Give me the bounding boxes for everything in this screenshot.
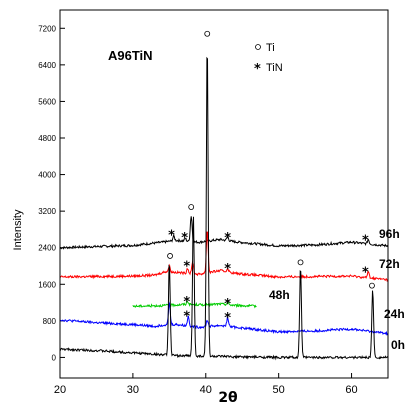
x-tick-label: 20 [54, 384, 66, 396]
peak-annotations: * * * ** * ** ** * [167, 30, 375, 326]
y-tick-label: 1600 [38, 280, 56, 289]
series-layer [59, 56, 389, 361]
y-tick-label: 5600 [38, 97, 56, 106]
x-tick-label: 60 [345, 384, 357, 396]
series-line-24h [59, 301, 389, 336]
series-line-0h [59, 56, 389, 361]
y-tick-label: 4800 [38, 134, 56, 143]
tin-peak-marker: * [168, 229, 175, 244]
series-line-96h [59, 216, 389, 250]
series-labels: 96h 72h 48h 24h 0h [269, 227, 405, 352]
tin-peak-marker: * [224, 231, 231, 246]
y-tick-label: 2400 [38, 244, 56, 253]
tin-peak-marker: * [224, 297, 231, 312]
ti-peak-marker [188, 204, 195, 210]
tin-peak-marker: * [183, 310, 190, 325]
y-tick-label: 7200 [38, 24, 56, 33]
tin-peak-marker: * [181, 231, 188, 246]
tin-peak-marker: * [183, 259, 190, 274]
tin-peak-marker: * [224, 262, 231, 277]
series-label-72h: 72h [379, 257, 400, 271]
series-label-0h: 0h [391, 338, 405, 352]
chart-title: A96TiN [108, 48, 153, 63]
y-tick-label: 4000 [38, 171, 56, 180]
series-line-72h [59, 231, 389, 283]
tin-peak-marker: * [362, 233, 369, 248]
ti-peak-marker [369, 282, 375, 289]
tin-peak-marker: * [183, 295, 190, 310]
x-tick-label: 50 [273, 384, 285, 396]
legend-circle-icon [255, 44, 261, 50]
x-axis-label: 2θ [218, 390, 238, 406]
y-tick-label: 0 [52, 353, 57, 362]
y-axis-ticks: 0 800 1600 2400 3200 4000 4800 5600 6400 7200 [38, 24, 65, 362]
y-tick-label: 3200 [38, 207, 56, 216]
tin-peak-marker: * [224, 311, 231, 326]
legend-entry-ti: Ti [266, 42, 275, 54]
y-tick-label: 6400 [38, 61, 56, 70]
x-tick-label: 40 [200, 384, 212, 396]
legend-entry-tin: TiN [266, 62, 283, 74]
ti-peak-marker [204, 30, 211, 37]
y-tick-label: 800 [43, 317, 57, 326]
series-label-24h: 24h [384, 307, 405, 321]
x-axis-ticks: 20 30 40 50 60 [54, 373, 358, 396]
tin-peak-marker: * [362, 265, 369, 280]
series-label-48h: 48h [269, 288, 290, 302]
x-tick-label: 30 [127, 384, 139, 396]
ti-peak-marker [167, 253, 173, 259]
legend-star-icon: * [254, 62, 261, 77]
legend: Ti * TiN [254, 42, 283, 77]
y-axis-label: Intensity [12, 209, 24, 250]
ti-peak-marker [297, 259, 304, 266]
series-label-96h: 96h [379, 227, 400, 241]
plot-frame [59, 9, 389, 379]
